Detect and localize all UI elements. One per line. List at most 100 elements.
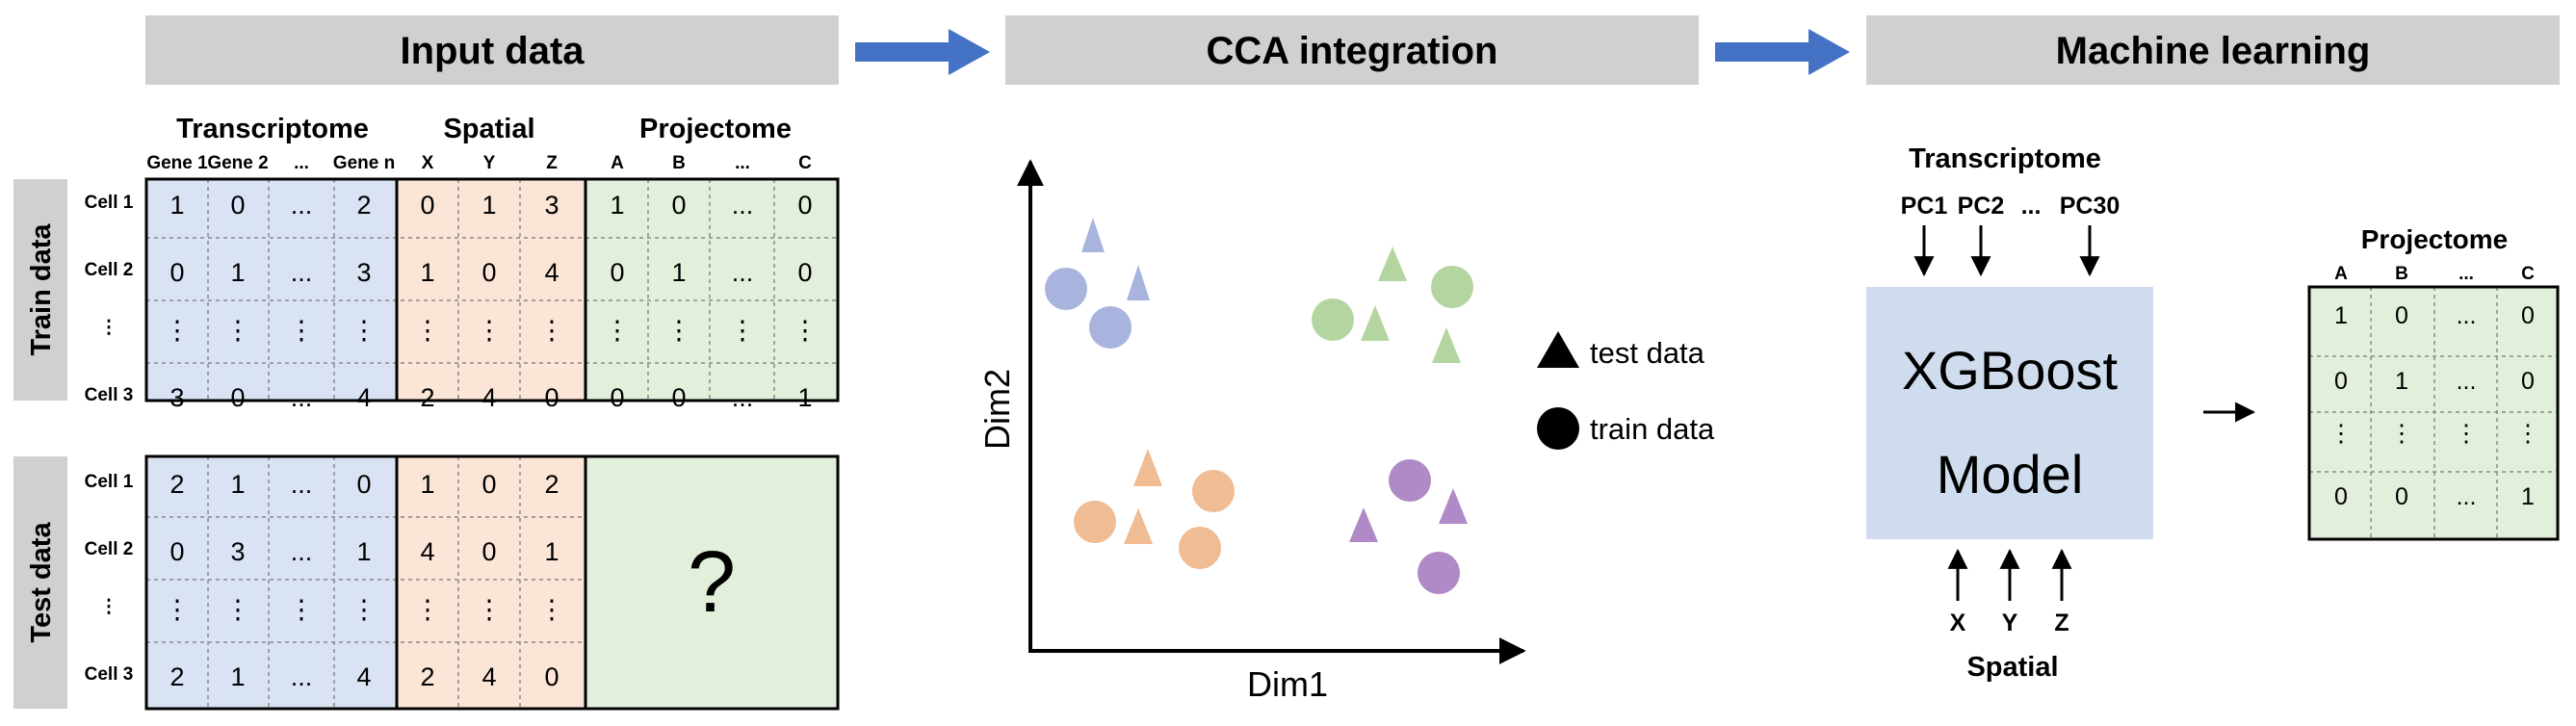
row-label: Cell 3: [85, 385, 134, 405]
table-cell: ⋮: [289, 595, 315, 624]
column-header: ...: [735, 153, 750, 173]
test-side-label-box: [13, 456, 67, 709]
table-cell: ⋮: [415, 316, 441, 345]
column-header: Z: [546, 153, 558, 173]
table-cell: 3: [230, 537, 245, 566]
column-header: C: [798, 153, 812, 173]
table-cell: 0: [481, 470, 496, 499]
input-column-headers: Gene 1 Gene 2... Gene n X Y Z A B... C: [146, 153, 812, 173]
row-label: Cell 2: [85, 539, 134, 559]
table-cell: 0: [230, 383, 245, 412]
table-cell: 3: [169, 383, 184, 412]
table-cell: ⋮: [165, 316, 191, 345]
legend-train-data: train data: [1590, 412, 1715, 446]
table-cell: 1: [169, 191, 184, 220]
output-column-header: B: [2395, 264, 2408, 284]
group-label-transcriptome: Transcriptome: [176, 114, 369, 144]
table-cell: 0: [544, 383, 559, 412]
table-cell: 4: [544, 258, 559, 287]
table-cell: ...: [291, 662, 313, 691]
ml-top-input-label: PC2: [1958, 193, 2005, 220]
output-projectome-table: A B... C 1 0... 0 0 1... 0 ⋮ ⋮ ⋮ ⋮ 0 0... 1: [2329, 264, 2540, 510]
train-side-label: Train data: [26, 223, 57, 356]
column-header: B: [672, 153, 686, 173]
train-table-border: [144, 177, 840, 402]
table-cell: ...: [291, 191, 313, 220]
header-cca-box: [1005, 15, 1699, 85]
table-cell: ...: [2457, 483, 2477, 510]
header-input-box: [145, 15, 839, 85]
cluster-blue: [1045, 218, 1150, 349]
table-cell: 2: [420, 383, 434, 412]
ml-top-input-label: ...: [2021, 193, 2042, 220]
table-cell: 0: [797, 191, 812, 220]
train-grid-lines: [146, 179, 838, 401]
flow-arrow-1: [855, 29, 990, 75]
table-cell: ⋮: [165, 595, 191, 624]
table-cell: 1: [2521, 483, 2535, 510]
table-cell: 1: [230, 662, 245, 691]
table-cell: ⋮: [730, 316, 756, 345]
train-point: [1431, 266, 1473, 308]
table-cell: ⋮: [225, 595, 251, 624]
table-cell: 4: [481, 662, 496, 691]
table-cell: 4: [420, 537, 434, 566]
table-cell: 0: [2395, 483, 2408, 510]
table-cell: 1: [356, 537, 371, 566]
train-point: [1389, 459, 1431, 502]
train-point: [1192, 470, 1235, 512]
table-cell: 0: [2521, 302, 2535, 329]
row-label: Cell 1: [85, 472, 134, 492]
table-cell: 0: [797, 258, 812, 287]
table-cell: 1: [481, 191, 496, 220]
test-point: [1349, 507, 1378, 542]
table-cell: 0: [544, 662, 559, 691]
table-cell: 2: [356, 191, 371, 220]
group-label-projectome: Projectome: [639, 114, 792, 144]
table-cell: 4: [481, 383, 496, 412]
table-cell: 2: [169, 470, 184, 499]
table-cell: ⋮: [2516, 420, 2540, 447]
test-point: [1081, 218, 1105, 252]
table-cell: 2: [169, 662, 184, 691]
group-label-spatial: Spatial: [443, 114, 534, 144]
column-header: ...: [294, 153, 309, 173]
header-cca-integration: CCA integration: [1207, 30, 1498, 72]
ml-top-input-label: PC30: [2060, 193, 2121, 220]
test-point: [1133, 449, 1162, 486]
table-cell: 2: [420, 662, 434, 691]
column-header: Gene 1: [146, 153, 208, 173]
table-cell: 0: [671, 191, 686, 220]
table-row: 1 0... 2 0 1 3 1 0... 0: [169, 191, 812, 220]
test-point: [1378, 246, 1407, 281]
table-cell: 0: [481, 537, 496, 566]
ml-spatial-label: Spatial: [1966, 652, 2058, 683]
table-cell: ⋮: [415, 595, 441, 624]
model-name-line-2: Model: [1937, 444, 2084, 505]
output-column-header: ...: [2459, 264, 2474, 284]
test-point: [1124, 508, 1153, 544]
legend-circle-icon: [1537, 407, 1579, 450]
table-cell: ⋮: [793, 316, 819, 345]
train-point: [1089, 306, 1132, 349]
ml-transcriptome-label: Transcriptome: [1909, 143, 2101, 174]
table-cell: 1: [420, 258, 434, 287]
test-point: [1439, 488, 1468, 524]
row-label: ⋮: [100, 597, 118, 617]
table-cell: ⋮: [2329, 420, 2354, 447]
test-point: [1127, 265, 1150, 300]
table-cell: 0: [2395, 302, 2408, 329]
table-row: ⋮ ⋮ ⋮ ⋮ ⋮ ⋮ ⋮: [165, 595, 565, 624]
table-cell: 0: [2334, 368, 2348, 395]
row-label: Cell 1: [85, 193, 134, 213]
table-cell: ⋮: [539, 595, 565, 624]
header-input-data: Input data: [400, 30, 585, 72]
table-cell: 0: [481, 258, 496, 287]
flow-arrow-2: [1715, 29, 1850, 75]
cluster-green: [1312, 246, 1473, 363]
test-point: [1432, 327, 1461, 363]
table-row: 1 0... 0: [2334, 302, 2535, 329]
table-cell: ...: [291, 258, 313, 287]
table-cell: 1: [671, 258, 686, 287]
table-cell: 0: [610, 258, 624, 287]
